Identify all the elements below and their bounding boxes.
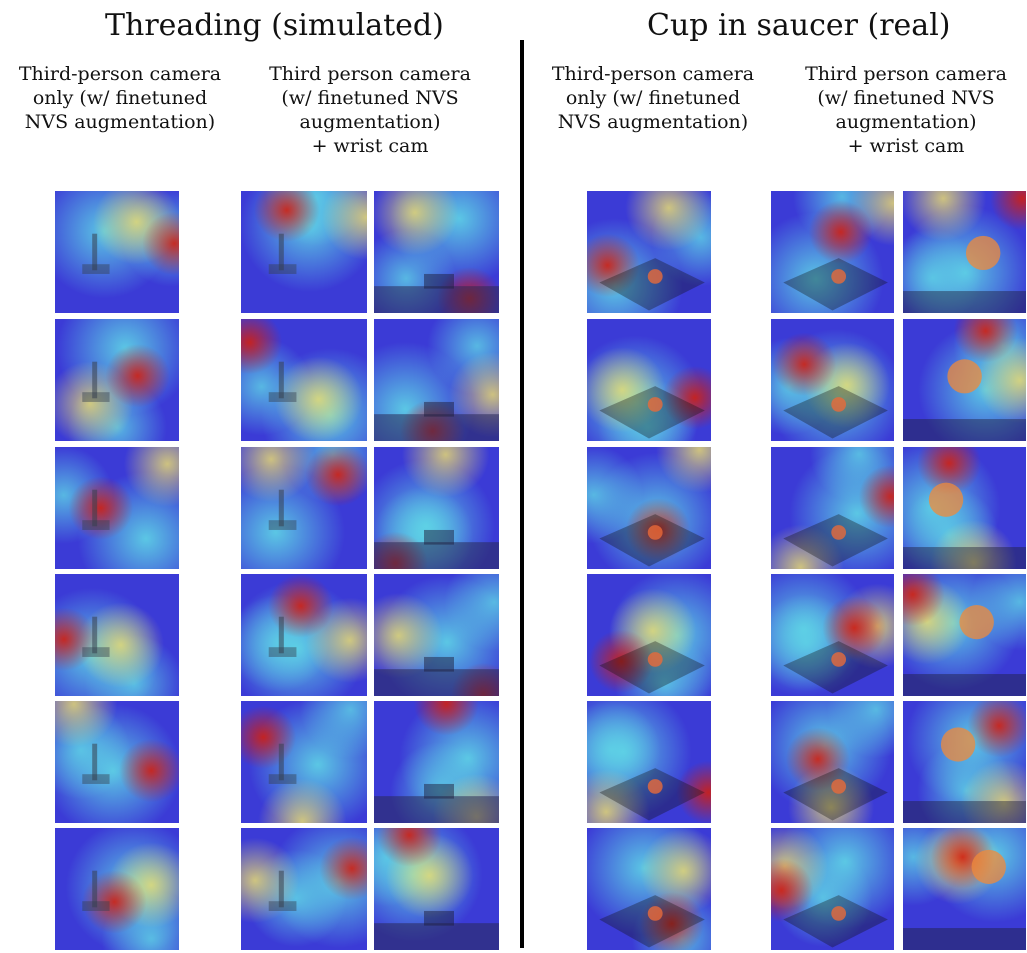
header-line: augmentation)	[299, 111, 441, 133]
header-line: NVS augmentation)	[557, 111, 749, 133]
header-line: only (w/ finetuned	[565, 87, 741, 109]
heatmap-tile	[586, 190, 712, 314]
heatmap-tile	[770, 700, 895, 824]
header-line: Third person camera	[269, 63, 471, 85]
heatmap-tile	[240, 190, 368, 314]
heatmap-tile	[373, 700, 500, 824]
heatmap-tile	[902, 318, 1027, 442]
panel-title-cup-saucer: Cup in saucer (real)	[647, 8, 951, 43]
header-line: NVS augmentation)	[24, 111, 216, 133]
cup-col2-header: Third person camera (w/ finetuned NVS au…	[788, 62, 1024, 158]
heatmap-tile	[54, 190, 180, 314]
heatmap-tile	[902, 446, 1027, 570]
header-line: Third person camera	[805, 63, 1007, 85]
heatmap-tile	[240, 700, 368, 824]
heatmap-tile	[770, 573, 895, 697]
heatmap-tile	[54, 700, 180, 824]
threading-col2-header: Third person camera (w/ finetuned NVS au…	[252, 62, 488, 158]
header-line: (w/ finetuned NVS	[281, 87, 459, 109]
heatmap-tile	[902, 827, 1027, 951]
heatmap-tile	[586, 827, 712, 951]
heatmap-tile	[54, 318, 180, 442]
heatmap-tile	[902, 700, 1027, 824]
heatmap-tile	[373, 573, 500, 697]
heatmap-tile	[373, 446, 500, 570]
heatmap-tile	[770, 318, 895, 442]
heatmap-tile	[373, 318, 500, 442]
header-line: only (w/ finetuned	[32, 87, 208, 109]
header-line: augmentation)	[835, 111, 977, 133]
heatmap-tile	[902, 190, 1027, 314]
heatmap-tile	[240, 573, 368, 697]
heatmap-tile	[54, 827, 180, 951]
heatmap-tile	[54, 446, 180, 570]
heatmap-tile	[586, 700, 712, 824]
threading-col1-header: Third-person camera only (w/ finetuned N…	[4, 62, 236, 134]
heatmap-tile	[902, 573, 1027, 697]
heatmap-tile	[586, 573, 712, 697]
heatmap-tile	[373, 827, 500, 951]
heatmap-tile	[240, 827, 368, 951]
heatmap-tile	[770, 190, 895, 314]
panel-divider	[520, 40, 524, 948]
heatmap-tile	[770, 827, 895, 951]
header-line: (w/ finetuned NVS	[817, 87, 995, 109]
heatmap-tile	[240, 318, 368, 442]
header-line: Third-person camera	[551, 63, 755, 85]
panel-title-threading: Threading (simulated)	[105, 8, 444, 43]
heatmap-tile	[240, 446, 368, 570]
heatmap-tile	[586, 446, 712, 570]
heatmap-tile	[770, 446, 895, 570]
heatmap-tile	[54, 573, 180, 697]
heatmap-tile	[373, 190, 500, 314]
heatmap-tile	[586, 318, 712, 442]
header-line: Third-person camera	[18, 63, 222, 85]
cup-col1-header: Third-person camera only (w/ finetuned N…	[536, 62, 770, 134]
header-line: + wrist cam	[311, 135, 429, 157]
header-line: + wrist cam	[847, 135, 965, 157]
